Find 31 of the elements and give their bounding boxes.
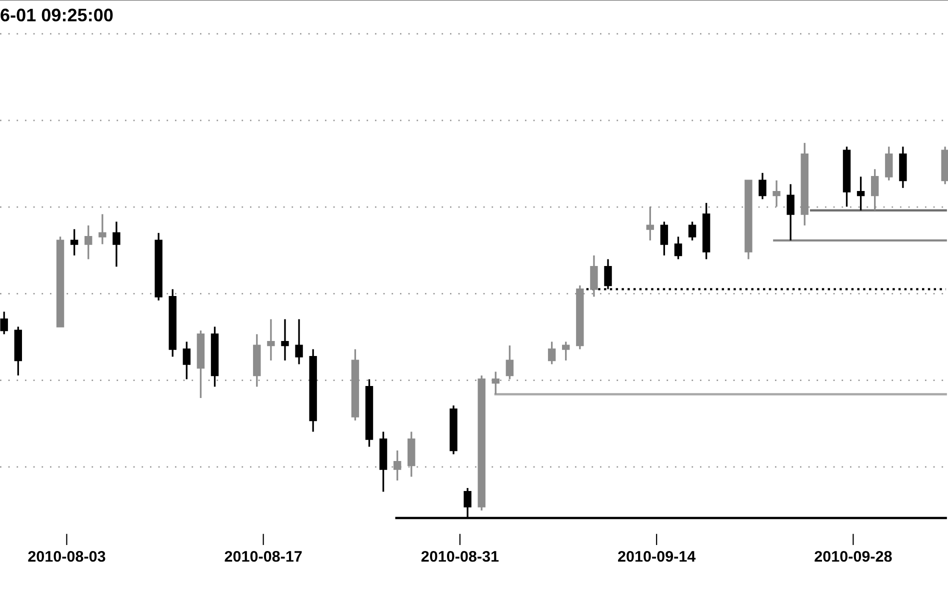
candlestick [786,183,794,242]
candlestick [84,224,92,260]
x-tick-label: 2010-09-14 [618,550,696,562]
x-tick-label: 2010-08-03 [28,550,106,562]
candlestick [98,213,106,246]
candlestick [772,180,780,208]
candlestick [758,172,766,200]
x-tick-label: 2010-08-17 [224,550,302,562]
candlestick [112,220,120,268]
candlestick [646,206,654,242]
candlestick [688,220,696,242]
candlestick [870,168,879,212]
candlestick [281,318,289,362]
x-tick-label: 2010-09-28 [814,550,892,562]
candlestick [660,220,668,256]
candlestick [492,370,500,396]
candlestick [885,146,893,182]
candlestick [590,254,598,298]
candlestick [0,310,8,336]
candlestick [393,450,402,482]
x-tick-label: 2010-08-31 [421,550,499,562]
chart-title: 6-01 09:25:00 [0,8,113,22]
candlestick [295,318,303,366]
candlestick [182,340,191,380]
candlestick [856,176,865,212]
candlestick [562,340,570,362]
candlestick [506,344,514,380]
candlestick [548,340,556,366]
candlestick [674,236,682,260]
candlestick [70,228,78,256]
candlestick [267,318,275,362]
